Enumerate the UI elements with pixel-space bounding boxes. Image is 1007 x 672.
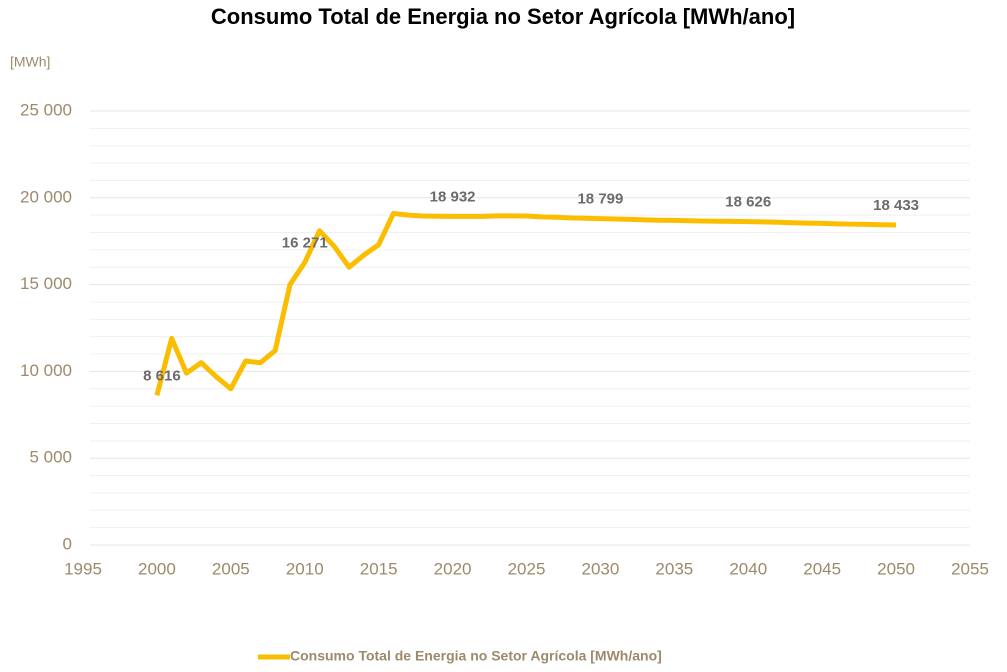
x-tick-label: 1995 [64, 559, 102, 578]
x-tick-label: 2055 [951, 559, 989, 578]
x-tick-label: 2015 [360, 559, 398, 578]
x-tick-label: 2035 [655, 559, 693, 578]
y-tick-label: 10 000 [20, 361, 72, 380]
x-tick-label: 2000 [138, 559, 176, 578]
y-tick-label: 25 000 [20, 100, 72, 119]
y-tick-label: 0 [63, 534, 72, 553]
y-tick-label: 20 000 [20, 187, 72, 206]
data-label: 18 433 [873, 197, 919, 214]
legend-label: Consumo Total de Energia no Setor Agríco… [290, 648, 662, 664]
x-tick-label: 2010 [286, 559, 324, 578]
data-label: 8 616 [143, 367, 181, 384]
y-axis-label: [MWh] [10, 54, 50, 70]
x-tick-label: 2050 [877, 559, 915, 578]
x-tick-label: 2040 [729, 559, 767, 578]
data-label: 18 626 [725, 194, 771, 211]
data-label: 16 271 [282, 235, 328, 252]
data-label: 18 932 [430, 188, 476, 205]
data-line [154, 210, 897, 397]
x-tick-label: 2030 [582, 559, 620, 578]
y-tick-label: 5 000 [29, 448, 72, 467]
data-label: 18 799 [577, 191, 623, 208]
x-tick-label: 2005 [212, 559, 250, 578]
x-tick-label: 2045 [803, 559, 841, 578]
y-tick-label: 15 000 [20, 274, 72, 293]
x-tick-label: 2020 [434, 559, 472, 578]
chart-title: Consumo Total de Energia no Setor Agríco… [211, 4, 795, 29]
x-tick-label: 2025 [508, 559, 546, 578]
